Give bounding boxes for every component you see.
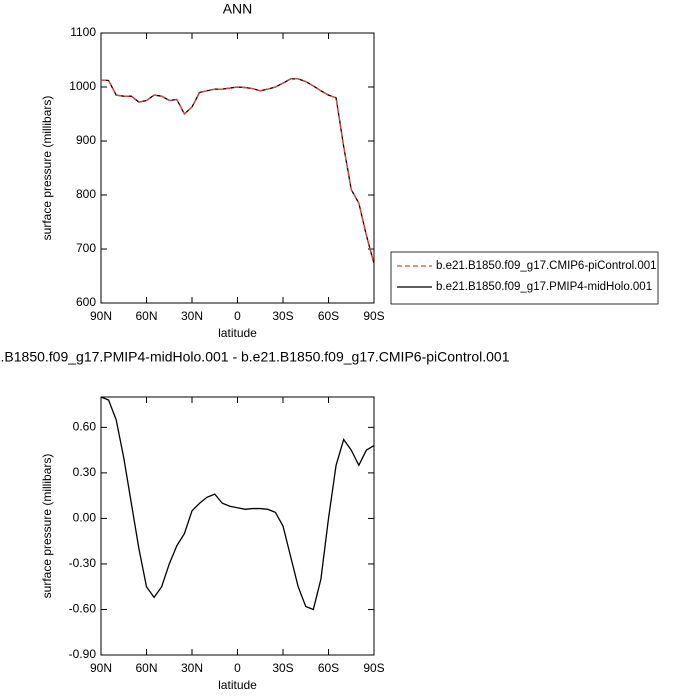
x-tick-label: 90N (90, 309, 112, 323)
x-axis-label: latitude (218, 678, 257, 692)
x-tick-label: 30N (181, 309, 203, 323)
data-line (100, 396, 375, 611)
y-tick-label: 600 (76, 295, 96, 309)
x-tick-label: 0 (234, 661, 241, 675)
y-tick-label: -0.30 (69, 556, 97, 570)
chart-title: b.e21.B1850.f09_g17.PMIP4-midHolo.001 - … (0, 349, 510, 365)
x-tick-label: 90S (363, 309, 384, 323)
y-tick-label: 1000 (69, 79, 96, 93)
y-tick-label: -0.90 (69, 647, 97, 661)
legend-box (390, 251, 659, 305)
x-tick-label: 30N (181, 661, 203, 675)
y-tick-label: 0.60 (73, 420, 97, 434)
y-axis-label: surface pressure (millibars) (40, 96, 54, 241)
x-tick-label: 60N (135, 661, 157, 675)
y-tick-label: 0.30 (73, 465, 97, 479)
x-tick-label: 60N (135, 309, 157, 323)
x-tick-label: 90S (363, 661, 384, 675)
x-axis-label: latitude (218, 326, 257, 340)
data-line (100, 78, 375, 264)
legend-label: b.e21.B1850.f09_g17.PMIP4-midHolo.001 (436, 281, 652, 293)
x-tick-label: 30S (272, 309, 293, 323)
data-line (100, 78, 375, 264)
y-tick-label: 900 (76, 133, 96, 147)
legend-label: b.e21.B1850.f09_g17.CMIP6-piControl.001 (436, 260, 657, 272)
y-tick-label: -0.60 (69, 602, 97, 616)
y-axis-label: surface pressure (millibars) (40, 454, 54, 599)
x-tick-label: 30S (272, 661, 293, 675)
x-tick-label: 90N (90, 661, 112, 675)
x-tick-label: 0 (234, 309, 241, 323)
y-tick-label: 1100 (70, 25, 96, 39)
chart-title: ANN (223, 1, 253, 17)
y-tick-label: 700 (76, 241, 96, 255)
y-tick-label: 0.00 (73, 511, 97, 525)
y-tick-label: 800 (76, 187, 96, 201)
x-tick-label: 60S (318, 309, 339, 323)
x-tick-label: 60S (318, 661, 339, 675)
plot-frame (100, 32, 375, 304)
plot-frame (100, 396, 375, 656)
